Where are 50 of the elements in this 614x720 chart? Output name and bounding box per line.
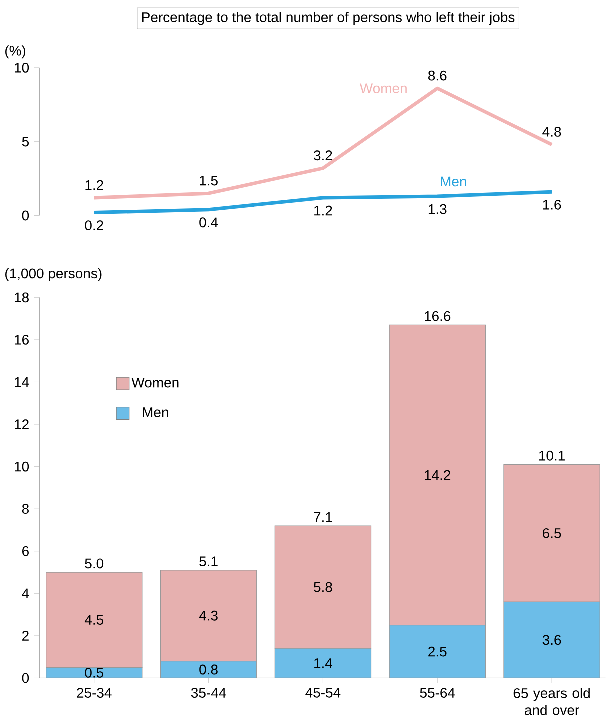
- x-tick-label: 25-34: [77, 688, 112, 698]
- y-tick-label: 4: [22, 588, 30, 598]
- x-tick-label: 65 years old and over: [514, 688, 590, 716]
- y-axis-title: (%): [6, 46, 26, 59]
- total-label: 5.0: [85, 558, 104, 569]
- x-tick-label: 45-54: [306, 688, 341, 698]
- data-label: 5.8: [314, 582, 332, 592]
- data-label: 0.8: [200, 664, 218, 675]
- data-label: 1.2: [314, 206, 332, 216]
- y-tick-label: 8: [22, 504, 30, 514]
- series-label: Women: [360, 84, 407, 94]
- x-tick-label: 35-44: [192, 688, 226, 698]
- data-label: 1.6: [543, 200, 562, 210]
- data-label: 0.5: [85, 668, 104, 678]
- y-tick-label: 10: [15, 462, 30, 472]
- data-label: 4.3: [199, 610, 218, 621]
- y-tick-label: 0: [22, 210, 30, 221]
- y-tick-label: 10: [15, 62, 30, 73]
- y-tick-label: 2: [22, 631, 29, 641]
- data-label: 3.6: [542, 635, 562, 646]
- y-tick-label: 12: [15, 420, 29, 430]
- chart-title: Percentage to the total number of persons who left their jobs: [142, 12, 515, 26]
- data-label: 0.2: [85, 220, 104, 231]
- data-label: 4.8: [542, 127, 562, 137]
- data-label: 1.5: [200, 176, 218, 186]
- data-label: 2.5: [428, 646, 447, 657]
- y-axis-title: (1,000 persons): [6, 268, 102, 282]
- total-label: 7.1: [314, 512, 332, 522]
- y-tick-label: 0: [22, 673, 30, 684]
- total-label: 5.1: [200, 556, 218, 567]
- series-label: Men: [441, 176, 466, 187]
- x-tick-label: 55-64: [420, 688, 456, 698]
- legend-label: Men: [143, 408, 168, 418]
- total-label: 10.1: [540, 450, 566, 461]
- y-tick-label: 14: [15, 377, 30, 388]
- y-tick-label: 16: [15, 334, 30, 345]
- y-tick-label: 6: [22, 546, 30, 556]
- data-label: 6.5: [543, 528, 562, 538]
- data-label: 4.5: [85, 615, 104, 625]
- data-label: 8.6: [428, 70, 447, 81]
- y-tick-label: 18: [15, 292, 30, 303]
- data-label: 0.4: [200, 218, 218, 228]
- y-tick-label: 5: [22, 136, 30, 147]
- total-label: 16.6: [425, 311, 451, 322]
- data-label: 3.2: [314, 150, 332, 161]
- data-label: 14.2: [425, 470, 451, 480]
- data-label: 1.3: [429, 204, 447, 214]
- data-label: 1.2: [86, 180, 104, 190]
- legend-label: Women: [132, 378, 179, 388]
- data-label: 1.4: [314, 658, 333, 668]
